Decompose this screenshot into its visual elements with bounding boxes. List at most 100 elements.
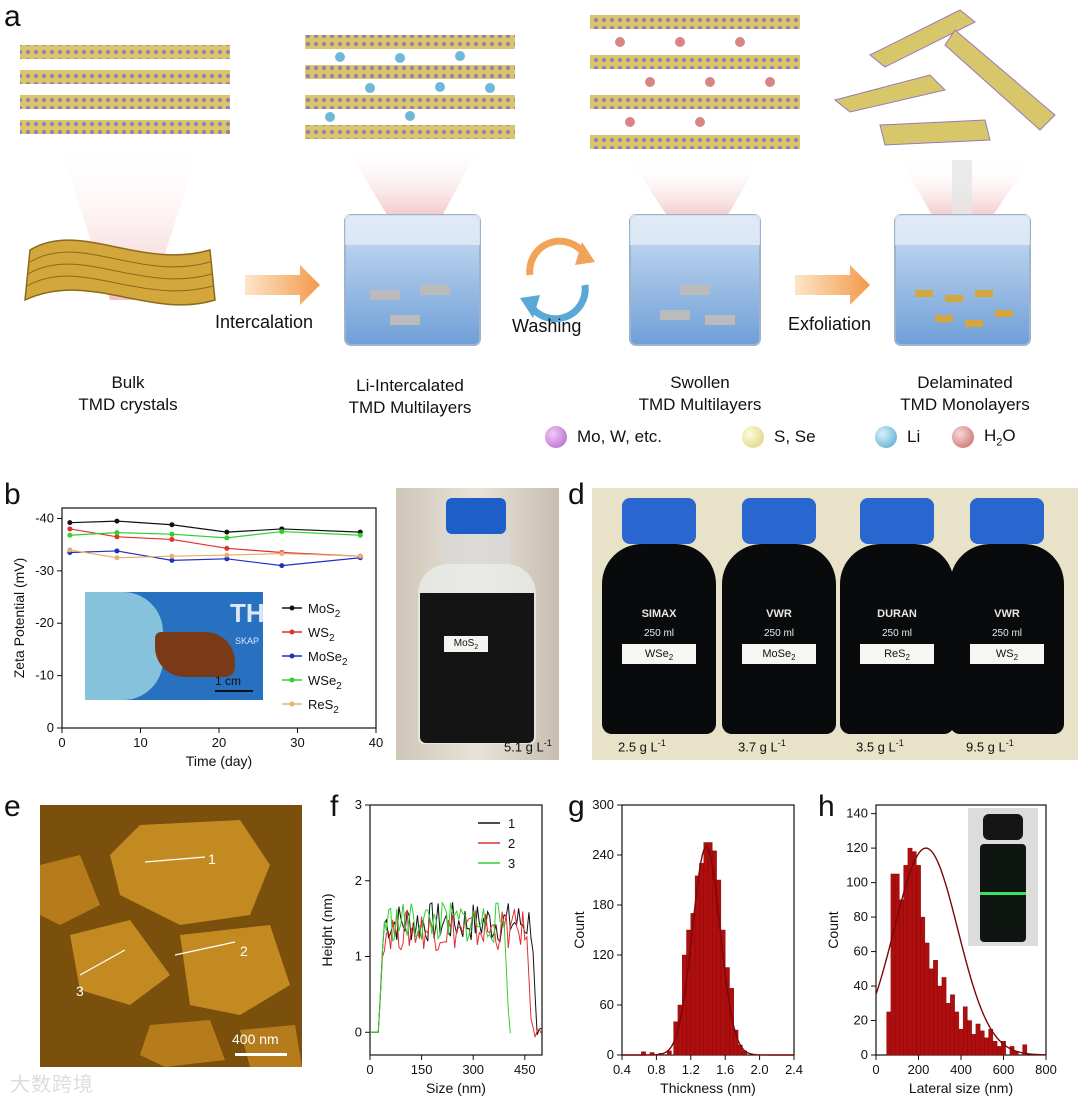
bottle-liquid xyxy=(420,593,534,743)
x-tick-label: 150 xyxy=(411,1062,433,1077)
afm-scale-bar xyxy=(235,1053,287,1056)
gaussian-fit xyxy=(622,845,794,1056)
x-axis-title: Lateral size (nm) xyxy=(909,1080,1013,1096)
bottle-tag: ReS2 xyxy=(860,644,934,664)
data-point xyxy=(224,556,230,562)
data-point xyxy=(224,552,230,558)
bottle-concentration: 3.7 g L-1 xyxy=(738,738,786,755)
bottle-tag: WSe2 xyxy=(622,644,696,664)
histogram-bar xyxy=(699,863,704,1056)
y-tick-label: 60 xyxy=(854,944,868,959)
y-axis-title: Count xyxy=(571,911,587,948)
y-tick-label: 3 xyxy=(355,797,362,812)
legend-label: MoSe2 xyxy=(308,649,348,668)
inset-scale-label: 1 cm xyxy=(215,674,242,688)
bottle-body xyxy=(602,544,716,734)
x-tick-label: 1.6 xyxy=(716,1062,734,1077)
data-point xyxy=(169,531,175,537)
y-tick-label: 240 xyxy=(592,847,614,862)
histogram-bar xyxy=(729,988,734,1056)
x-tick-label: 450 xyxy=(514,1062,536,1077)
data-point xyxy=(357,532,363,538)
bottle-tag: MoSe2 xyxy=(742,644,816,664)
y-axis-title: Height (nm) xyxy=(319,893,335,966)
panel-b-label: b xyxy=(4,478,21,511)
y-tick-label: 0 xyxy=(47,720,54,735)
x-tick-label: 0 xyxy=(366,1062,373,1077)
inset-scale-bar xyxy=(215,690,253,692)
legend-label: MoS2 xyxy=(308,601,341,620)
bottle-brand: SIMAX xyxy=(641,608,677,620)
legend-marker xyxy=(289,677,295,683)
swollen-lattice xyxy=(590,15,800,149)
legend-marker xyxy=(289,629,295,635)
y-tick-label: 300 xyxy=(592,797,614,812)
bulk-crystal xyxy=(24,239,216,306)
x-tick-label: 0.8 xyxy=(647,1062,665,1077)
bottle-tag: WS2 xyxy=(970,644,1044,664)
histogram-bar xyxy=(886,1011,892,1056)
thickness-histogram: 0.4 0.8 1.2 1.6 2.0 2.4 0 60 120 180 240 300 Thickne… xyxy=(571,797,803,1096)
data-point xyxy=(169,557,175,563)
histogram-bar xyxy=(933,959,938,1056)
histogram-bar xyxy=(907,847,913,1056)
y-tick-label: -10 xyxy=(35,668,54,683)
series-line xyxy=(69,528,361,557)
x-axis-title: Time (day) xyxy=(186,753,252,769)
legend-water: H2O xyxy=(952,426,1016,448)
beaker-4 xyxy=(894,214,1031,346)
step-washing: Washing xyxy=(512,316,582,336)
x-tick-label: 40 xyxy=(369,735,383,750)
data-point xyxy=(357,553,363,559)
y-tick-label: 60 xyxy=(600,997,614,1012)
intercalation-arrow xyxy=(245,265,320,305)
histogram-bar xyxy=(916,865,921,1056)
afm-flakes xyxy=(40,805,302,1067)
gaussian-fit xyxy=(875,847,1047,1056)
series-line xyxy=(69,549,361,559)
y-tick-label: -30 xyxy=(35,563,54,578)
washing-cycle-icon xyxy=(520,237,595,323)
y-tick-label: -20 xyxy=(35,615,54,630)
panel-a-illustration xyxy=(20,9,1056,346)
legend-marker xyxy=(289,653,295,659)
data-point xyxy=(114,534,120,540)
x-tick-label: 200 xyxy=(908,1062,930,1077)
histogram-bar xyxy=(911,851,917,1056)
data-point xyxy=(169,536,175,542)
y-tick-label: -40 xyxy=(35,510,54,525)
histogram-bar xyxy=(988,1028,994,1056)
x-tick-label: 20 xyxy=(212,735,226,750)
histogram-bar xyxy=(707,842,713,1056)
bottle-1: SIMAX 250 ml WSe2 xyxy=(600,498,718,738)
data-point xyxy=(224,545,230,551)
x-tick-label: 300 xyxy=(462,1062,484,1077)
y-axis-title: Count xyxy=(825,911,841,948)
x-tick-label: 400 xyxy=(950,1062,972,1077)
histogram-bar xyxy=(666,1050,672,1056)
y-tick-label: 140 xyxy=(846,806,868,821)
data-point xyxy=(114,530,120,536)
film-inset-photo: TH SKAP 1 cm xyxy=(85,592,263,700)
bottle-volume: 250 ml xyxy=(991,628,1022,639)
bottle-volume: 250 ml xyxy=(881,628,912,639)
y-tick-label: 180 xyxy=(592,897,614,912)
lateral-size-histogram: 0 200 400 600 800 0 20 40 60 80 100 120 140 Lateral s… xyxy=(825,804,1057,1096)
data-point xyxy=(114,555,120,561)
histogram-bar xyxy=(996,1046,1002,1056)
data-point xyxy=(67,526,73,532)
legend-label: WS2 xyxy=(308,625,335,644)
data-point xyxy=(279,563,285,569)
chalcogen-atom-icon xyxy=(742,426,764,448)
legend-label: ReS2 xyxy=(308,697,339,716)
bottle-volume: 250 ml xyxy=(643,628,674,639)
step-intercalation: Intercalation xyxy=(215,312,314,332)
x-tick-label: 0.4 xyxy=(613,1062,631,1077)
water-molecule-icon xyxy=(952,426,974,449)
y-tick-label: 20 xyxy=(854,1013,868,1028)
monolayer-flakes xyxy=(833,9,1056,146)
line-profile-2 xyxy=(174,941,236,956)
y-axis-title: Zeta Potential (mV) xyxy=(11,558,27,679)
histogram-bar xyxy=(984,1037,989,1056)
histogram-bar xyxy=(954,1011,960,1056)
